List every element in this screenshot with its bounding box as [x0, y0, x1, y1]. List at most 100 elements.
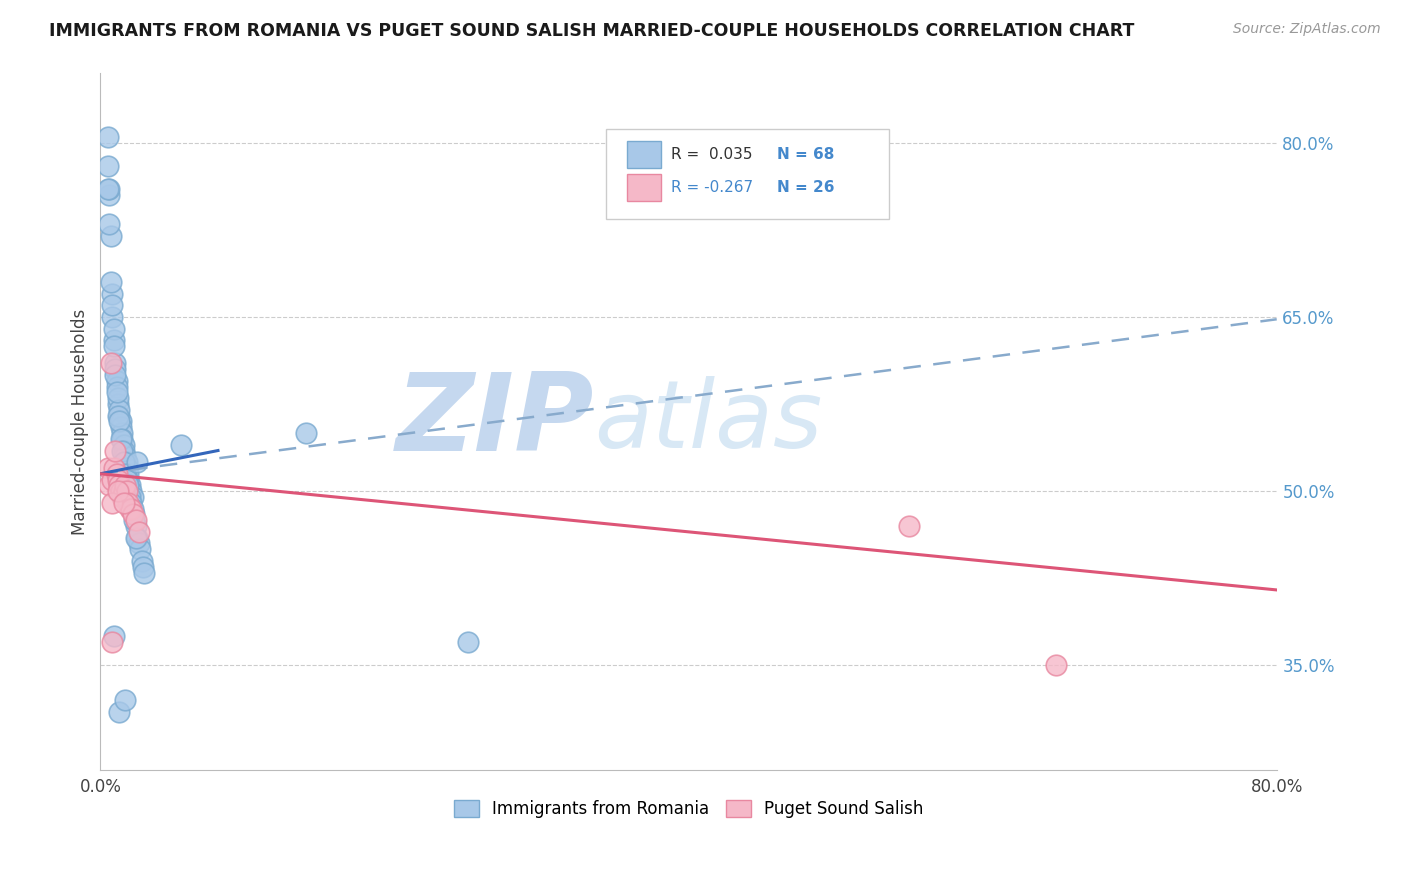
Point: [110, 420, 132, 434]
Point: [107, 473, 129, 487]
Point: [120, 496, 142, 510]
Point: [104, 368, 127, 382]
Point: [104, 443, 127, 458]
Point: [1045, 658, 1067, 673]
Text: Source: ZipAtlas.com: Source: ZipAtlas.com: [1233, 22, 1381, 37]
Point: [104, 356, 127, 370]
Point: [117, 496, 139, 510]
Point: [134, 566, 156, 580]
Point: [111, 490, 134, 504]
Point: [112, 496, 135, 510]
Point: [103, 333, 125, 347]
Point: [97, 461, 120, 475]
Point: [124, 519, 146, 533]
Point: [117, 467, 139, 481]
Text: R = -0.267: R = -0.267: [671, 180, 754, 194]
Point: [105, 379, 128, 393]
Point: [108, 415, 131, 429]
Text: atlas: atlas: [595, 376, 823, 467]
Point: [124, 531, 146, 545]
Text: N = 26: N = 26: [776, 180, 834, 194]
Point: [124, 513, 146, 527]
Point: [107, 391, 129, 405]
Point: [118, 484, 141, 499]
Point: [112, 443, 135, 458]
Point: [97, 182, 120, 196]
Point: [101, 298, 124, 312]
Point: [101, 635, 124, 649]
Point: [114, 693, 136, 707]
Point: [121, 508, 143, 522]
Text: R =  0.035: R = 0.035: [671, 147, 752, 162]
Point: [108, 478, 131, 492]
Point: [103, 461, 125, 475]
Point: [103, 321, 125, 335]
Point: [115, 455, 138, 469]
Point: [127, 455, 149, 469]
Point: [117, 478, 139, 492]
Point: [122, 508, 145, 522]
Point: [100, 356, 122, 370]
Point: [97, 159, 120, 173]
Point: [121, 490, 143, 504]
Point: [117, 473, 139, 487]
Point: [118, 501, 141, 516]
Point: [101, 496, 124, 510]
Point: [105, 374, 128, 388]
Point: [128, 524, 150, 539]
Point: [112, 438, 135, 452]
Point: [132, 559, 155, 574]
Point: [112, 455, 135, 469]
Point: [115, 473, 138, 487]
Point: [111, 432, 134, 446]
Point: [105, 467, 128, 481]
FancyBboxPatch shape: [606, 128, 889, 219]
Point: [103, 629, 125, 643]
Point: [110, 432, 132, 446]
Point: [100, 275, 122, 289]
Point: [104, 362, 127, 376]
Point: [97, 129, 120, 144]
Point: [457, 635, 479, 649]
Point: [115, 484, 138, 499]
Point: [108, 402, 131, 417]
Point: [114, 467, 136, 481]
Point: [98, 188, 121, 202]
Point: [128, 536, 150, 550]
Point: [170, 438, 193, 452]
Point: [101, 473, 124, 487]
Legend: Immigrants from Romania, Puget Sound Salish: Immigrants from Romania, Puget Sound Sal…: [447, 793, 931, 824]
Point: [118, 490, 141, 504]
Point: [114, 455, 136, 469]
FancyBboxPatch shape: [627, 174, 661, 202]
Point: [122, 513, 145, 527]
Point: [107, 409, 129, 423]
Point: [129, 542, 152, 557]
Point: [101, 310, 124, 324]
Text: ZIP: ZIP: [396, 368, 595, 475]
Point: [111, 443, 134, 458]
Point: [110, 484, 132, 499]
Point: [112, 484, 135, 499]
Point: [295, 426, 318, 441]
Point: [114, 450, 136, 464]
Point: [98, 182, 121, 196]
Point: [108, 409, 131, 423]
Point: [98, 478, 121, 492]
FancyBboxPatch shape: [627, 141, 661, 169]
Point: [115, 461, 138, 475]
Point: [121, 501, 143, 516]
Point: [127, 531, 149, 545]
Y-axis label: Married-couple Households: Married-couple Households: [72, 309, 89, 534]
Point: [98, 217, 121, 231]
Point: [118, 478, 141, 492]
Point: [114, 478, 136, 492]
Point: [107, 397, 129, 411]
Point: [120, 484, 142, 499]
Point: [100, 228, 122, 243]
Point: [120, 501, 142, 516]
Point: [103, 339, 125, 353]
Point: [898, 519, 921, 533]
Point: [105, 385, 128, 400]
Point: [108, 705, 131, 719]
